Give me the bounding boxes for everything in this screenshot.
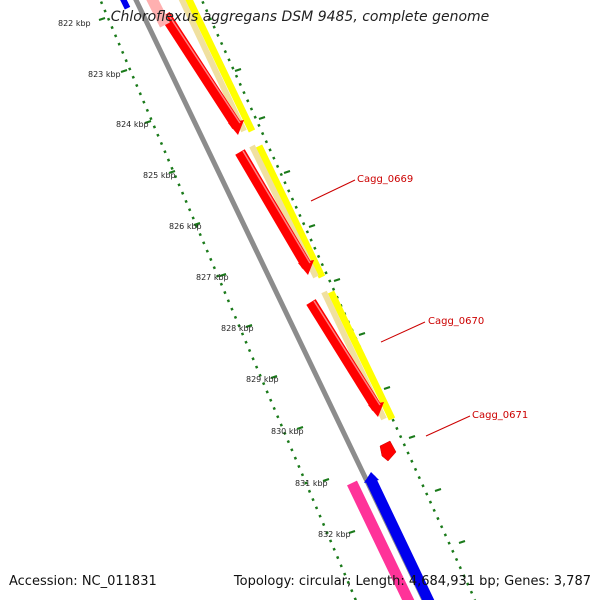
ruler-label: 827 kbp <box>196 273 229 282</box>
ruler-label: 825 kbp <box>143 171 176 180</box>
outer-tick <box>283 170 291 174</box>
gene-arrow-highlight <box>167 13 241 124</box>
gene-arrowhead <box>368 402 384 417</box>
outer-tick <box>234 68 242 72</box>
pink-feature <box>347 480 415 600</box>
ruler-tick <box>144 120 152 124</box>
gene-label-cagg-0670[interactable]: Cagg_0670 <box>428 316 484 327</box>
gene-arrow-small <box>379 440 397 462</box>
ruler-tick <box>193 222 201 226</box>
blue-feature-top <box>117 0 131 10</box>
dotted-track-lines <box>99 0 477 600</box>
ruler-tick <box>322 478 330 482</box>
cds-segment <box>327 290 396 421</box>
ruler-label: 826 kbp <box>169 222 202 231</box>
ruler-label: 832 kbp <box>318 530 351 539</box>
gene-label-cagg-0671[interactable]: Cagg_0671 <box>472 410 528 421</box>
ruler-label: 823 kbp <box>88 70 121 79</box>
blue-feature <box>365 475 435 600</box>
gene-arrow-body <box>306 299 382 411</box>
outer-tick <box>308 224 316 228</box>
ruler-tick <box>296 426 304 430</box>
blue-feature-arrowhead <box>364 472 379 483</box>
ruler-tick <box>245 324 253 328</box>
ruler-tick <box>348 530 356 534</box>
topology-text: Topology: circular; Length: 4,684,931 bp… <box>233 574 591 589</box>
ruler-label: 831 kbp <box>295 479 328 488</box>
ruler-labels: 822 kbp 823 kbp 824 kbp 825 kbp 826 kbp … <box>58 19 351 539</box>
gene-arrowhead <box>298 260 314 275</box>
gene-arrowhead <box>228 120 244 135</box>
ruler-label: 822 kbp <box>58 19 91 28</box>
gene-arrows <box>146 0 384 417</box>
outer-tick <box>408 435 416 439</box>
ruler-tick <box>168 170 176 174</box>
ruler-label: 830 kbp <box>271 427 304 436</box>
outer-tick <box>258 116 266 120</box>
white-stripe <box>358 480 419 600</box>
gene-labels: Cagg_0669 Cagg_0670 Cagg_0671 <box>310 174 528 437</box>
cds-segment <box>185 0 256 133</box>
ruler-label: 828 kbp <box>221 324 254 333</box>
ruler-tick <box>270 375 278 379</box>
outer-tick <box>358 332 366 336</box>
gene-arrow-fragment <box>146 0 170 28</box>
gene-label-leader <box>425 415 471 437</box>
ruler-tick <box>219 273 227 277</box>
ruler-tick <box>120 69 128 73</box>
outer-tick <box>434 488 442 492</box>
gene-label-cagg-0669[interactable]: Cagg_0669 <box>357 174 413 185</box>
cds-segment-tan <box>178 0 247 133</box>
outer-tick <box>383 386 391 390</box>
gene-arrow-body <box>235 149 312 269</box>
ruler-label: 829 kbp <box>246 375 279 384</box>
gene-label-leader <box>310 179 356 202</box>
gene-arrow-highlight <box>242 150 311 264</box>
gene-label-leader <box>380 321 426 343</box>
outer-tick <box>333 278 341 282</box>
outer-tick <box>458 540 466 544</box>
feature-tracks <box>117 0 435 600</box>
gene-arrow-highlight <box>313 300 381 406</box>
ruler-ticks <box>98 17 466 544</box>
cds-segment <box>255 144 326 279</box>
accession-text: Accession: NC_011831 <box>9 574 157 589</box>
ruler-tick <box>98 17 106 21</box>
map-title: Chloroflexus aggregans DSM 9485, complet… <box>110 9 490 25</box>
gene-arrow-body <box>160 12 242 129</box>
ruler-label: 824 kbp <box>116 120 149 129</box>
